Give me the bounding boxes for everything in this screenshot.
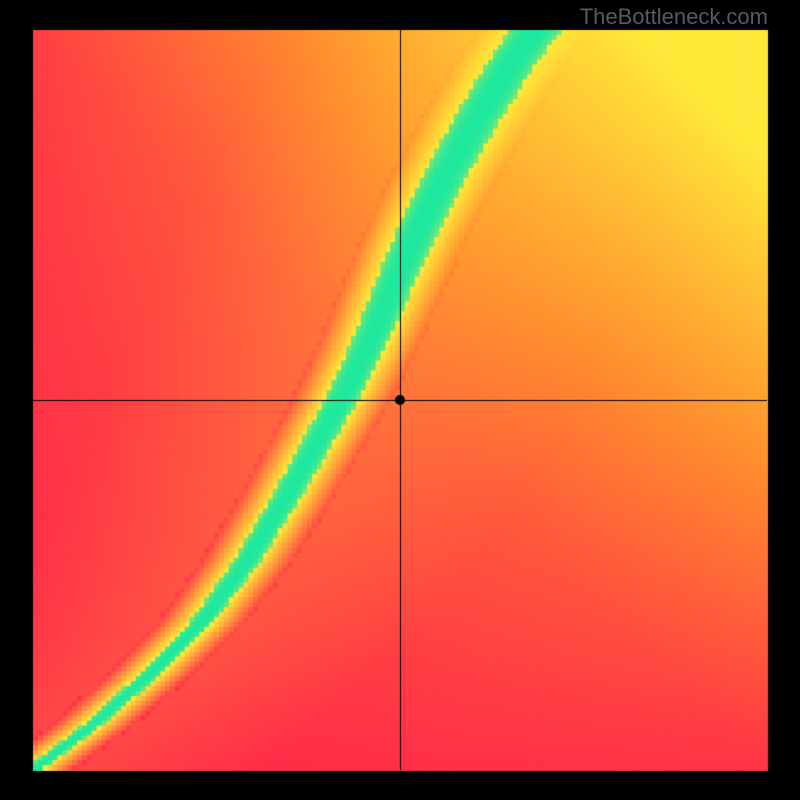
- heatmap-canvas: [0, 0, 800, 800]
- watermark-text: TheBottleneck.com: [580, 4, 768, 30]
- chart-container: TheBottleneck.com: [0, 0, 800, 800]
